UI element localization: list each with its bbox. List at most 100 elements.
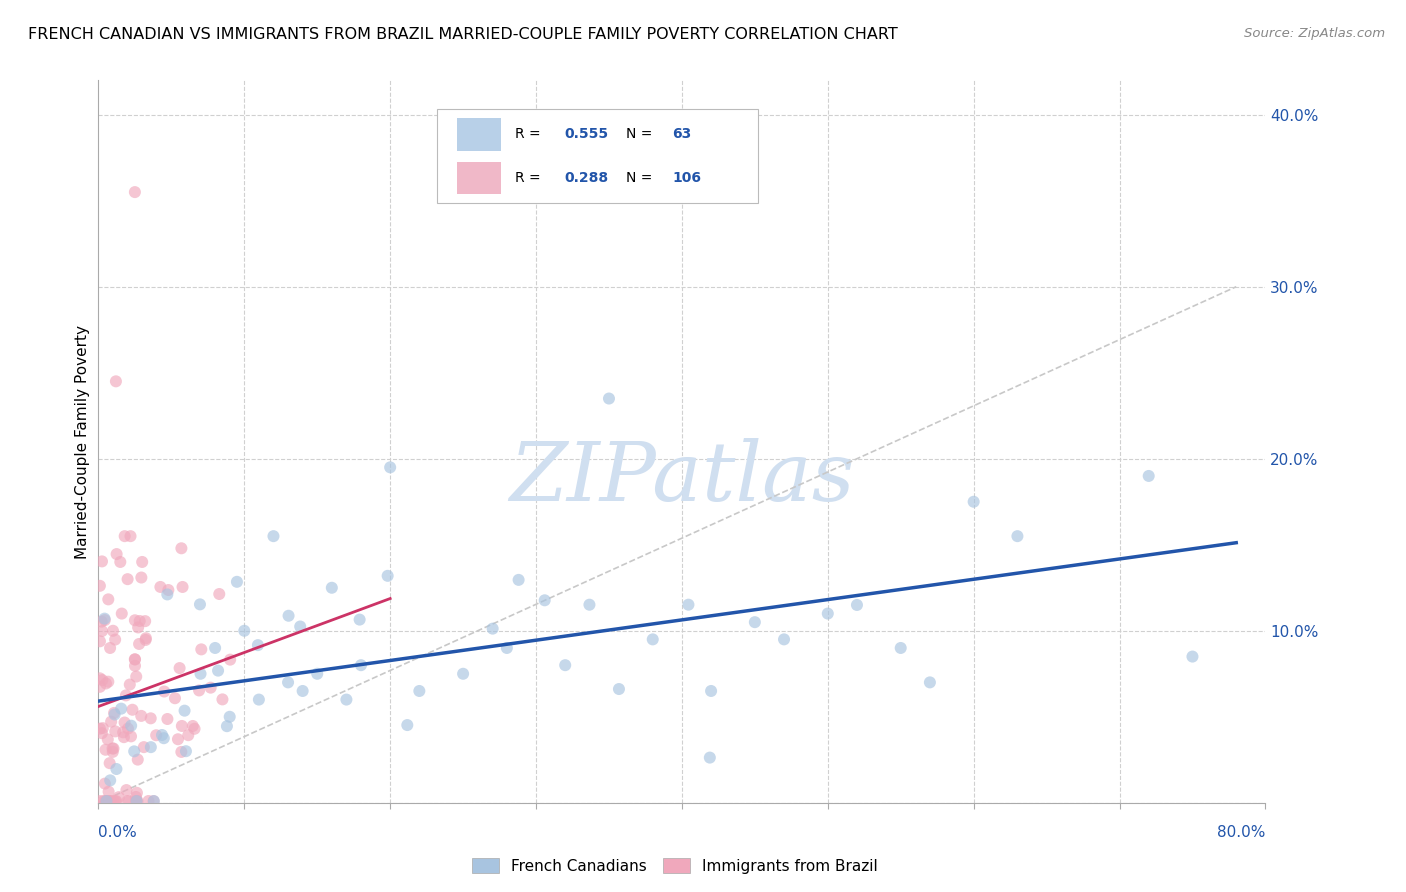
Point (350, 658, 373, 673)
Point (96, 794, 118, 808)
FancyBboxPatch shape (457, 161, 501, 194)
Point (104, 724, 127, 739)
Point (98, 794, 121, 808)
Point (131, 555, 153, 569)
Text: R =: R = (515, 171, 546, 185)
Point (90, 726, 112, 740)
Point (120, 529, 142, 543)
Point (262, 529, 284, 543)
Point (91, 624, 114, 638)
Point (219, 653, 242, 667)
Point (174, 744, 197, 758)
Point (190, 666, 212, 681)
Point (101, 624, 124, 638)
Point (700, 684, 723, 698)
Point (218, 710, 240, 724)
Point (1007, 529, 1029, 543)
Point (215, 719, 238, 733)
Point (125, 789, 148, 804)
Point (598, 392, 620, 406)
Point (112, 730, 135, 744)
Point (124, 658, 146, 673)
Point (169, 661, 191, 675)
Point (349, 613, 371, 627)
Point (188, 683, 211, 698)
Point (247, 692, 270, 706)
Point (1181, 649, 1204, 664)
Point (103, 794, 125, 808)
Point (138, 794, 160, 808)
Point (112, 725, 135, 739)
Point (131, 570, 153, 584)
Point (118, 794, 141, 808)
Point (94, 794, 117, 808)
Text: 0.288: 0.288 (564, 171, 609, 185)
Point (321, 581, 343, 595)
Text: 0.0%: 0.0% (98, 825, 138, 840)
Point (114, 715, 136, 730)
Point (103, 741, 125, 756)
Point (91, 721, 114, 735)
Text: 80.0%: 80.0% (1218, 825, 1265, 840)
Point (105, 547, 128, 561)
Point (890, 640, 912, 655)
Point (208, 587, 231, 601)
Point (699, 750, 721, 764)
Point (451, 666, 474, 681)
Point (246, 638, 269, 652)
Point (307, 666, 329, 681)
Point (211, 692, 233, 706)
Point (115, 783, 138, 797)
FancyBboxPatch shape (437, 109, 758, 203)
Point (207, 664, 229, 678)
Point (190, 642, 212, 657)
Point (183, 722, 205, 736)
Point (156, 587, 179, 601)
Point (93, 794, 115, 808)
Point (508, 573, 530, 587)
Point (156, 712, 179, 726)
Point (94, 676, 117, 690)
Point (104, 707, 127, 722)
Point (290, 619, 312, 633)
Point (173, 704, 195, 718)
Point (817, 607, 839, 621)
Point (94, 743, 117, 757)
Point (170, 719, 193, 733)
Point (149, 580, 172, 594)
Point (114, 529, 136, 543)
Point (291, 684, 314, 698)
Y-axis label: Married-Couple Family Poverty: Married-Couple Family Poverty (75, 325, 90, 558)
Text: Source: ZipAtlas.com: Source: ZipAtlas.com (1244, 27, 1385, 40)
Point (89, 634, 111, 648)
Text: N =: N = (626, 171, 657, 185)
Point (277, 608, 299, 623)
Point (744, 615, 766, 630)
Text: FRENCH CANADIAN VS IMMIGRANTS FROM BRAZIL MARRIED-COUPLE FAMILY POVERTY CORRELAT: FRENCH CANADIAN VS IMMIGRANTS FROM BRAZI… (28, 27, 898, 42)
Point (97, 794, 120, 808)
Point (110, 701, 132, 715)
Point (105, 794, 128, 808)
Point (128, 614, 150, 628)
Point (117, 722, 139, 736)
Point (89, 671, 111, 685)
Point (125, 786, 148, 800)
Point (233, 624, 256, 638)
Text: 106: 106 (672, 171, 702, 185)
Point (127, 753, 149, 767)
Point (408, 684, 430, 698)
Point (188, 598, 211, 612)
Point (97, 794, 120, 808)
Point (91, 554, 114, 568)
Point (127, 620, 149, 634)
Point (128, 637, 150, 651)
Point (578, 598, 600, 612)
Point (181, 719, 204, 733)
Point (91, 673, 114, 687)
Point (97, 674, 120, 689)
Point (120, 730, 142, 744)
Point (918, 675, 941, 690)
Point (129, 709, 152, 723)
Point (97, 732, 120, 747)
Point (100, 794, 122, 808)
